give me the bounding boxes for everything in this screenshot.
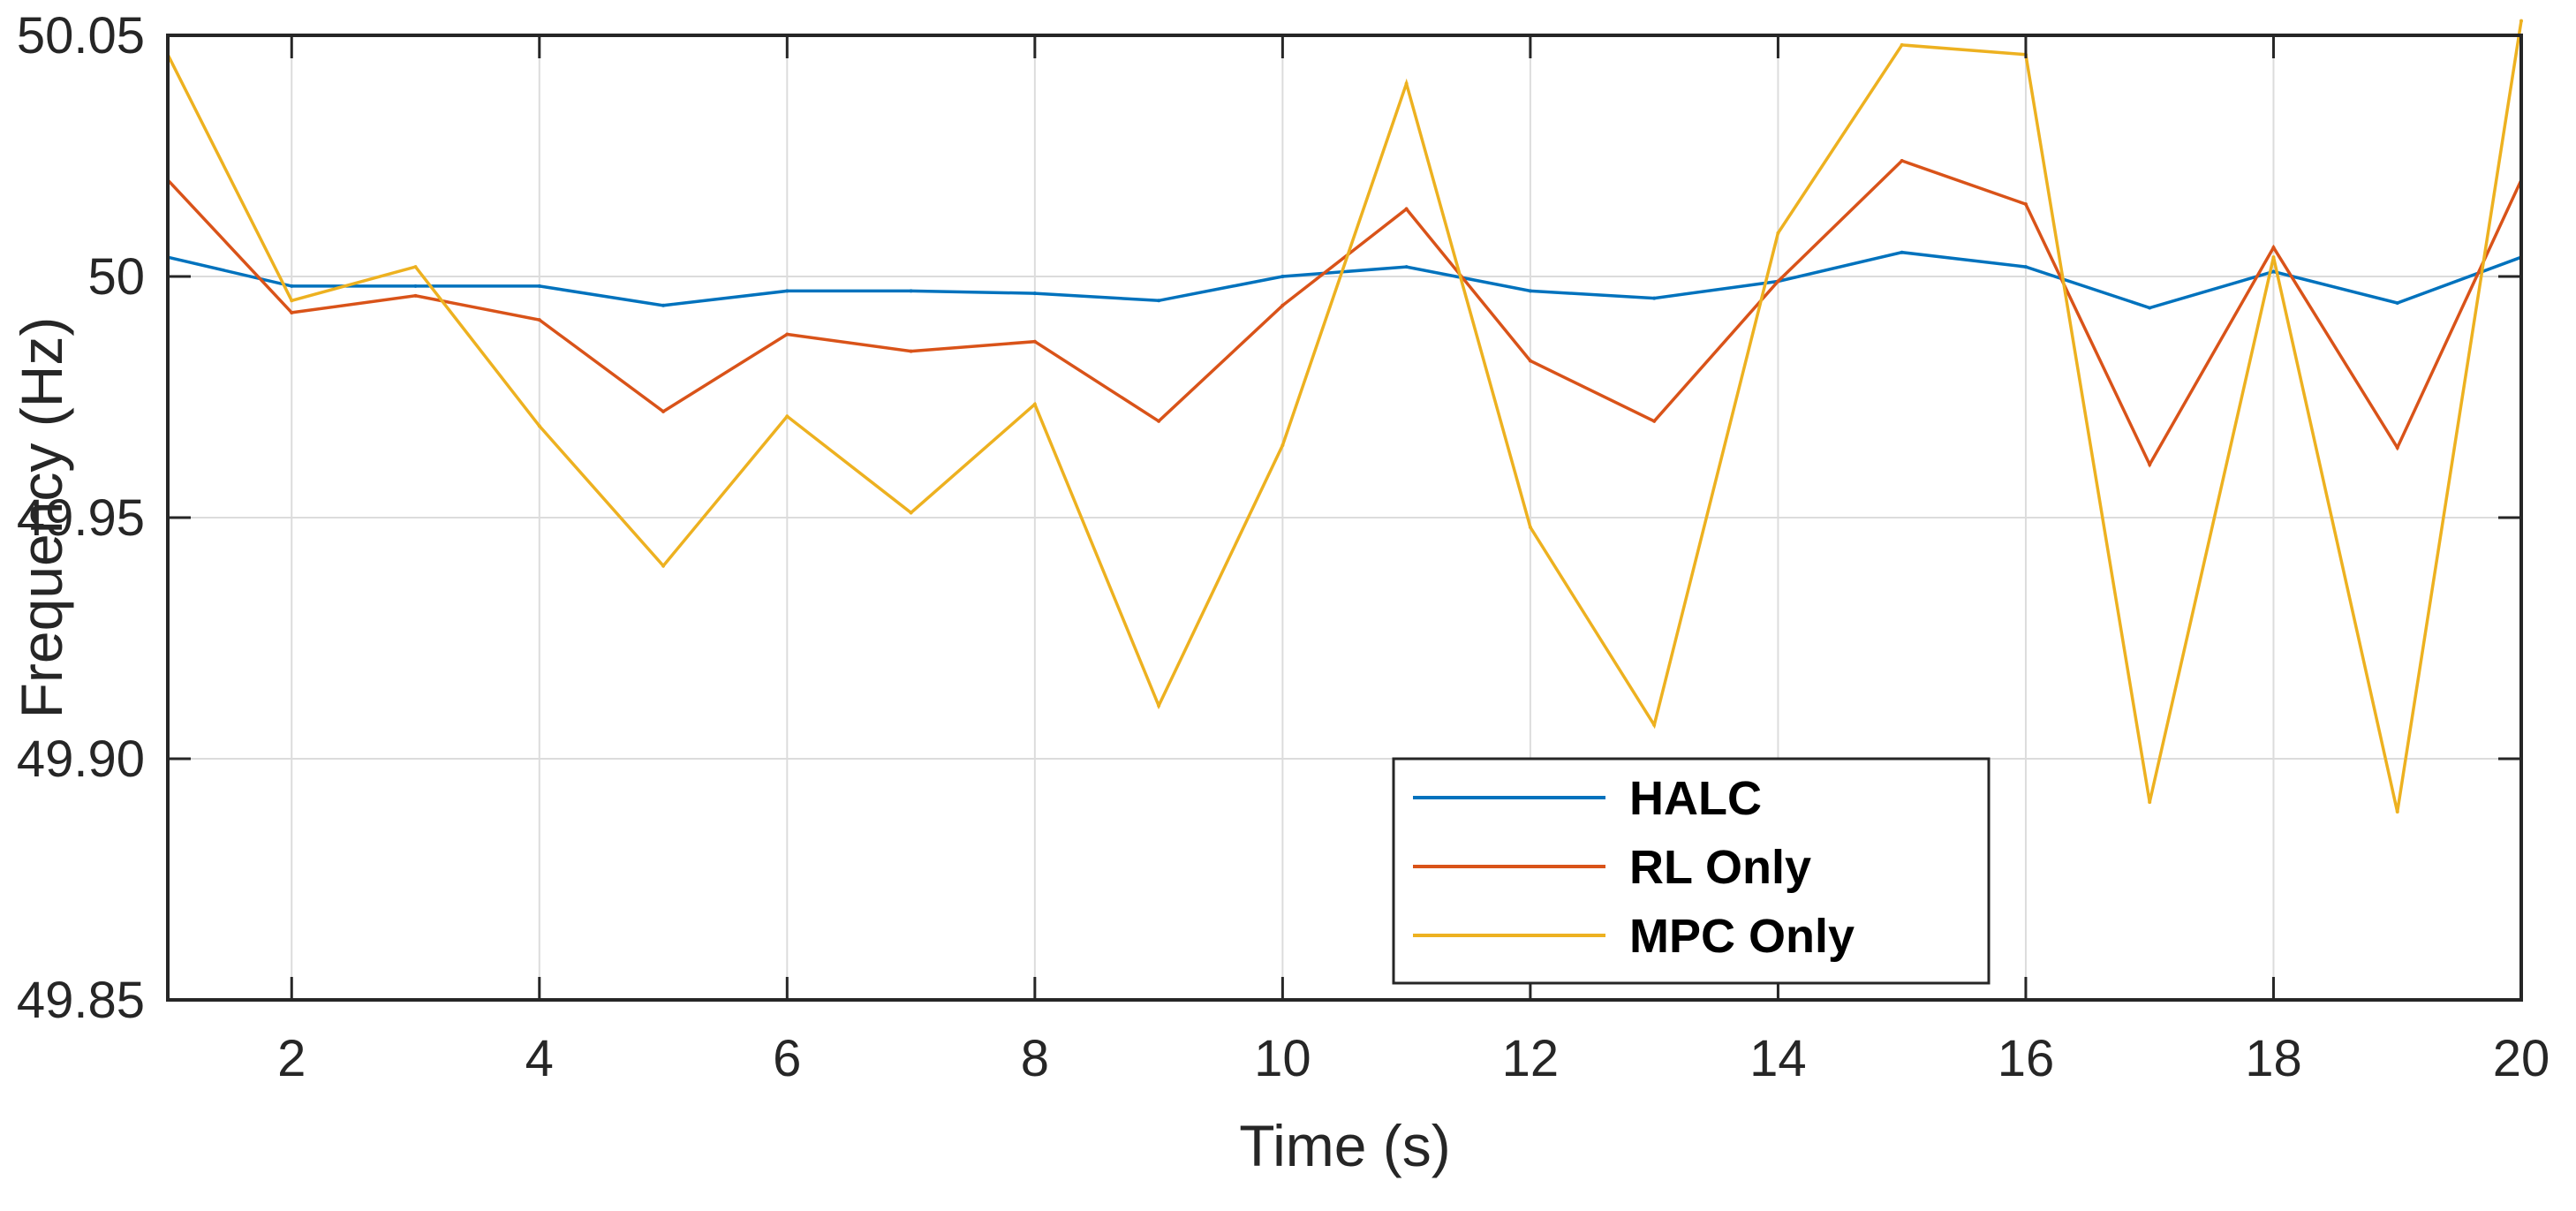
data-point-halc <box>2271 269 2276 274</box>
data-point-halc <box>537 284 541 288</box>
data-point-halc <box>290 284 294 288</box>
tick-labels: 2 4 6 8 10 12 14 16 18 20 49.85 49.90 49.95 50 50.05 <box>17 7 2550 1087</box>
series-layer <box>166 19 2523 814</box>
x-axis-label: Time (s) <box>1239 1113 1451 1178</box>
data-point-mpc-only <box>537 424 541 428</box>
x-tick-label: 12 <box>1502 1030 1560 1087</box>
data-point-halc <box>2023 265 2028 269</box>
data-point-mpc-only <box>1280 443 1285 448</box>
data-point-rl-only <box>1900 158 1904 163</box>
data-point-mpc-only <box>413 265 418 269</box>
x-tick-label: 4 <box>525 1030 554 1087</box>
series-line-mpc-only <box>166 20 2523 813</box>
data-point-rl-only <box>2395 445 2399 450</box>
data-point-halc <box>413 284 418 288</box>
x-tick-label: 18 <box>2245 1030 2302 1087</box>
data-point-mpc-only <box>1528 525 1532 529</box>
data-point-halc <box>1032 291 1037 296</box>
x-tick-label: 6 <box>773 1030 801 1087</box>
data-point-rl-only <box>661 409 666 413</box>
legend: HALC RL Only MPC Only <box>1392 757 1991 985</box>
data-point-halc <box>1900 250 1904 254</box>
data-point-rl-only <box>1776 279 1780 284</box>
data-point-rl-only <box>413 293 418 298</box>
legend-label-halc: HALC <box>1629 772 1762 825</box>
x-tick-label: 14 <box>1749 1030 1807 1087</box>
data-point-mpc-only <box>2271 255 2276 260</box>
data-point-halc <box>1528 289 1532 293</box>
series-halc <box>166 250 2523 310</box>
x-tick-label: 8 <box>1021 1030 1049 1087</box>
data-point-mpc-only <box>1900 42 1904 47</box>
data-point-rl-only <box>1652 419 1657 423</box>
data-point-mpc-only <box>1776 231 1780 235</box>
data-point-rl-only <box>290 310 294 314</box>
y-tick-label: 49.85 <box>17 972 145 1029</box>
series-line-rl-only <box>166 158 2523 468</box>
data-point-halc <box>785 289 789 293</box>
series-line-halc <box>167 250 2522 310</box>
data-point-rl-only <box>909 349 913 353</box>
data-point-mpc-only <box>1404 81 1409 86</box>
data-point-mpc-only <box>2148 800 2152 805</box>
series-mpc-only <box>166 19 2523 814</box>
data-point-rl-only <box>2023 202 2028 207</box>
x-tick-label: 2 <box>277 1030 306 1087</box>
data-point-mpc-only <box>2519 19 2523 23</box>
data-point-halc <box>1157 299 1161 303</box>
data-point-rl-only <box>1528 359 1532 363</box>
data-point-rl-only <box>1404 207 1409 211</box>
x-tick-label: 20 <box>2493 1030 2550 1087</box>
data-point-mpc-only <box>1652 723 1657 727</box>
data-point-halc <box>2148 306 2152 310</box>
data-point-rl-only <box>1157 419 1161 423</box>
data-point-mpc-only <box>909 511 913 515</box>
y-tick-label: 50.05 <box>17 7 145 64</box>
data-point-rl-only <box>1032 339 1037 344</box>
x-tick-label: 10 <box>1254 1030 1311 1087</box>
y-axis-label: Frequency (Hz) <box>9 317 74 719</box>
data-point-halc <box>1280 275 1285 278</box>
data-point-halc <box>2395 301 2399 306</box>
data-point-halc <box>661 303 666 307</box>
series-rl-only <box>166 158 2523 468</box>
y-tick-label: 49.90 <box>17 730 145 788</box>
legend-label-rl-only: RL Only <box>1629 841 1811 894</box>
y-tick-label: 49.95 <box>17 489 145 547</box>
tick-marks <box>168 34 2523 1002</box>
data-point-halc <box>1652 296 1657 300</box>
y-tick-label: 50 <box>87 248 145 306</box>
x-tick-label: 16 <box>1998 1030 2055 1087</box>
data-point-rl-only <box>1280 303 1285 307</box>
data-point-rl-only <box>785 332 789 337</box>
data-point-mpc-only <box>2395 810 2399 814</box>
legend-label-mpc-only: MPC Only <box>1629 910 1855 963</box>
data-point-mpc-only <box>661 564 666 568</box>
data-point-halc <box>1404 265 1409 269</box>
data-point-mpc-only <box>785 414 789 419</box>
data-point-mpc-only <box>1032 402 1037 406</box>
data-point-rl-only <box>2148 462 2152 466</box>
data-point-rl-only <box>2271 246 2276 250</box>
data-point-mpc-only <box>1157 703 1161 708</box>
data-point-mpc-only <box>290 299 294 303</box>
data-point-halc <box>909 289 913 293</box>
data-point-rl-only <box>537 318 541 322</box>
